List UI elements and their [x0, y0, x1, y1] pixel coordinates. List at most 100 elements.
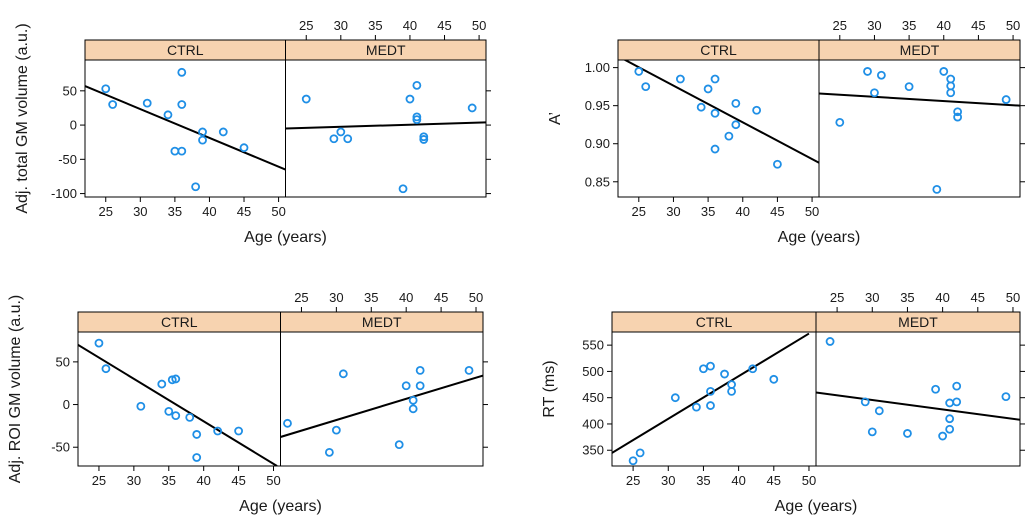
- data-point: [338, 369, 348, 379]
- x-tick-label: 35: [368, 18, 382, 33]
- data-point: [945, 424, 955, 434]
- data-point: [706, 401, 715, 410]
- data-point: [706, 361, 715, 371]
- data-point: [945, 398, 955, 408]
- data-point: [239, 143, 249, 153]
- x-tick-label: 45: [434, 290, 448, 305]
- x-tick-label: 45: [231, 473, 245, 488]
- data-point: [177, 100, 187, 109]
- data-point: [336, 127, 346, 137]
- x-tick-label: 25: [626, 473, 640, 488]
- data-point: [731, 120, 741, 130]
- x-tick-label: 50: [1006, 18, 1020, 33]
- data-point: [329, 134, 339, 144]
- data-point: [419, 135, 429, 144]
- data-point: [953, 107, 963, 117]
- data-point: [192, 453, 202, 462]
- data-point: [408, 404, 418, 414]
- x-tick-label: 45: [770, 204, 784, 219]
- data-point: [773, 159, 782, 169]
- x-tick-label: 35: [701, 204, 715, 219]
- data-point: [904, 82, 914, 92]
- fit-line: [285, 121, 486, 130]
- x-tick-label: 40: [399, 290, 413, 305]
- data-point: [931, 384, 940, 394]
- strip-label: CTRL: [167, 42, 204, 58]
- x-tick-label: 35: [168, 204, 182, 219]
- data-point: [720, 369, 729, 379]
- x-axis-label: Age (years): [239, 498, 322, 515]
- data-point: [101, 84, 111, 94]
- x-tick-label: 30: [133, 204, 147, 219]
- data-point: [136, 401, 146, 411]
- data-point: [467, 103, 477, 113]
- data-point: [192, 430, 202, 439]
- data-point: [835, 118, 845, 127]
- data-point: [863, 67, 872, 76]
- x-tick-label: 30: [666, 204, 680, 219]
- data-point: [670, 393, 680, 403]
- x-tick-label: 35: [902, 18, 916, 33]
- data-point: [703, 84, 713, 94]
- data-point: [953, 112, 963, 122]
- chart-1: CTRL 25 30 35 40 45 50 MEDT 25 30 35 40 45 50 -100 -50 0…: [14, 18, 491, 246]
- x-tick-label: 30: [329, 290, 343, 305]
- y-tick-label: 50: [63, 83, 77, 98]
- data-point: [696, 102, 706, 112]
- y-axis-label: A’: [547, 112, 564, 125]
- x-axis-label: Age (years): [244, 229, 327, 246]
- data-point: [641, 82, 651, 92]
- data-point: [177, 146, 187, 156]
- y-tick-label: -100: [51, 186, 77, 201]
- x-tick-label: 25: [299, 18, 313, 33]
- x-tick-label: 45: [237, 204, 251, 219]
- strip-label: CTRL: [696, 314, 733, 330]
- data-point: [142, 98, 152, 108]
- y-tick-label: 350: [582, 443, 604, 458]
- panel-frame: [280, 331, 484, 467]
- data-point: [101, 364, 111, 374]
- data-point: [939, 67, 949, 76]
- data-point: [198, 127, 207, 137]
- fit-line: [623, 60, 819, 164]
- panel-frame: [611, 331, 817, 467]
- data-point: [94, 338, 104, 348]
- data-point: [867, 427, 877, 437]
- x-tick-label: 45: [437, 18, 451, 33]
- y-tick-label: 0: [70, 118, 77, 133]
- data-point: [163, 110, 173, 120]
- strip-label: MEDT: [362, 314, 402, 330]
- x-tick-label: 40: [202, 204, 216, 219]
- panel-frame: [818, 59, 1021, 198]
- x-tick-label: 45: [767, 473, 781, 488]
- y-tick-label: -50: [58, 152, 77, 167]
- data-point: [876, 70, 886, 80]
- data-point: [710, 74, 720, 84]
- data-point: [945, 414, 955, 424]
- x-tick-label: 50: [1006, 290, 1020, 305]
- x-tick-label: 25: [92, 473, 106, 488]
- data-point: [946, 88, 956, 98]
- x-tick-label: 50: [271, 204, 285, 219]
- data-point: [198, 135, 207, 145]
- data-point: [724, 131, 734, 141]
- panel-medt: MEDT 25 30 35 40 45 50: [280, 290, 484, 467]
- panel-medt: MEDT 25 30 35 40 45 50: [815, 290, 1021, 467]
- panel-frame: [815, 331, 1021, 467]
- data-point: [932, 184, 942, 194]
- data-point: [324, 447, 334, 457]
- data-point: [408, 395, 418, 405]
- y-axis-label: Adj. total GM volume (a.u.): [14, 23, 31, 213]
- x-tick-label: 30: [867, 18, 881, 33]
- x-tick-label: 30: [127, 473, 141, 488]
- y-tick-label: 400: [582, 416, 604, 431]
- data-point: [464, 366, 474, 375]
- x-tick-label: 40: [731, 473, 745, 488]
- y-tick-label: 50: [56, 354, 70, 369]
- strip-label: MEDT: [366, 42, 406, 58]
- x-tick-label: 50: [469, 290, 483, 305]
- x-tick-label: 35: [696, 473, 710, 488]
- strip-label: CTRL: [161, 314, 198, 330]
- data-point: [692, 402, 701, 412]
